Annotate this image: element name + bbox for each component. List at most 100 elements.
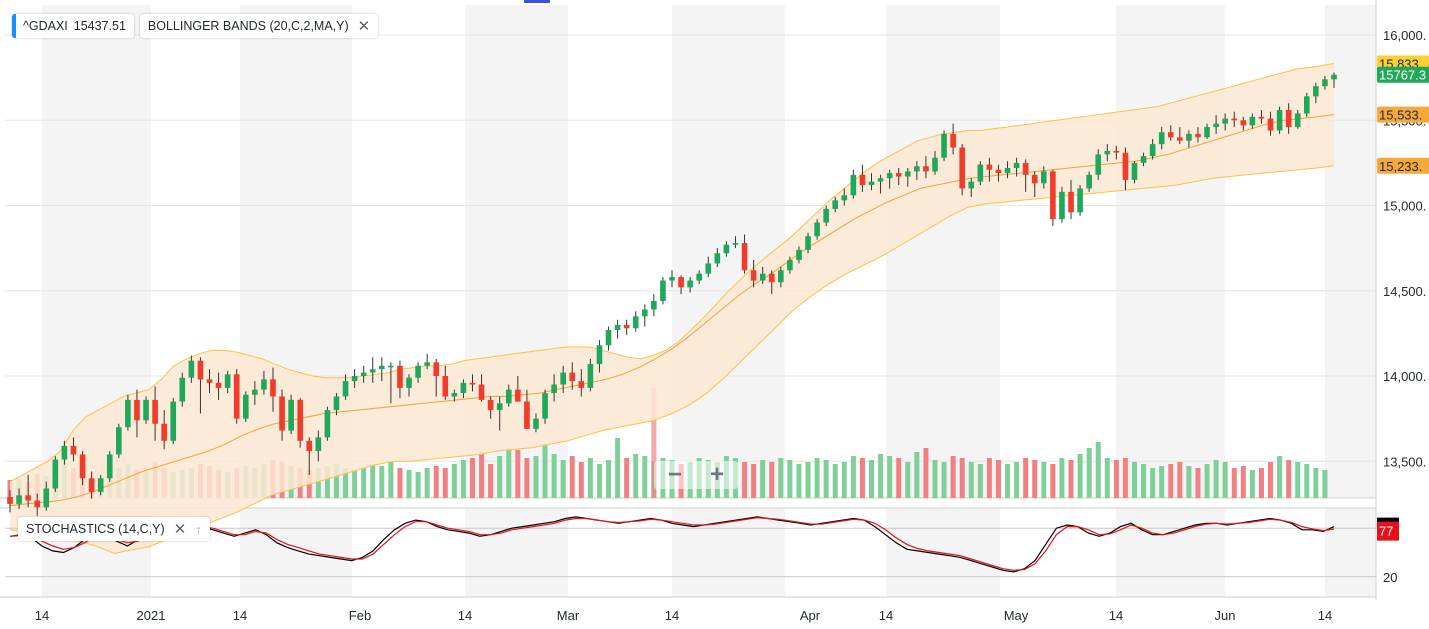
- candle-body: [270, 379, 276, 397]
- volume-bar: [1014, 462, 1020, 498]
- candle-body: [941, 133, 947, 158]
- candle-body: [1177, 137, 1183, 141]
- candle-body: [360, 372, 367, 376]
- volume-bar: [814, 458, 820, 498]
- candle-body: [52, 459, 59, 489]
- volume-bar: [1313, 468, 1319, 498]
- candle-body: [88, 478, 95, 492]
- candle-body: [1285, 110, 1292, 128]
- volume-bar: [1141, 464, 1147, 498]
- stochastics-legend: STOCHASTICS (14,C,Y) ✕ ↑: [18, 516, 216, 542]
- candle-body: [741, 243, 748, 271]
- x-tick-label: Apr: [800, 608, 821, 623]
- candle-body: [79, 454, 86, 479]
- candle-body: [1204, 127, 1210, 138]
- volume-bar: [796, 464, 802, 498]
- candle-body: [61, 445, 68, 460]
- close-icon[interactable]: ✕: [357, 18, 371, 35]
- candle-body: [342, 381, 349, 397]
- volume-bar: [805, 462, 811, 498]
- volume-bar: [542, 444, 548, 498]
- symbol-chip[interactable]: ^GDAXI 15437.51: [12, 14, 134, 38]
- candle-body: [605, 329, 612, 346]
- volume-bar: [1150, 468, 1156, 498]
- candle-body: [1095, 154, 1102, 175]
- zoom-out-button[interactable]: −: [667, 461, 682, 488]
- candle-body: [1158, 132, 1165, 145]
- volume-bar: [1050, 464, 1056, 498]
- candle-body: [823, 208, 829, 223]
- close-icon[interactable]: ✕: [173, 521, 187, 538]
- volume-bar: [315, 468, 321, 498]
- volume-bar: [361, 468, 367, 498]
- bollinger-fill: [10, 63, 1334, 554]
- candle-body: [859, 174, 866, 186]
- volume-bar: [1268, 462, 1274, 498]
- candle-body: [1013, 162, 1020, 168]
- x-tick-label: Feb: [349, 608, 371, 623]
- volume-bar: [1195, 468, 1201, 498]
- indicator-label: BOLLINGER BANDS (20,C,2,MA,Y): [147, 19, 349, 33]
- volume-bar: [1286, 460, 1292, 498]
- candle-body: [43, 488, 50, 508]
- volume-bar: [506, 448, 512, 498]
- volume-bar: [515, 450, 521, 498]
- price-tag-label: 15,233.: [1379, 159, 1422, 174]
- volume-bar: [1095, 442, 1101, 498]
- bollinger-lower: [9, 165, 1335, 554]
- candle-body: [904, 171, 911, 177]
- volume-bar: [560, 460, 566, 498]
- volume-bar: [451, 464, 457, 498]
- indicator-chip[interactable]: BOLLINGER BANDS (20,C,2,MA,Y) ✕: [139, 14, 379, 38]
- shade-band: [465, 508, 568, 597]
- volume-bar: [778, 458, 784, 498]
- volume-bar: [887, 456, 893, 498]
- candle-body: [678, 277, 684, 288]
- volume-bar: [760, 460, 766, 498]
- volume-bar: [968, 462, 974, 498]
- volume-bar: [333, 464, 339, 498]
- volume-bar: [424, 468, 430, 498]
- stoch-tick-label: 20: [1383, 570, 1397, 585]
- arrow-up-icon[interactable]: ↑: [195, 521, 202, 537]
- x-tick-label: 14: [35, 608, 49, 623]
- price-tag: [1377, 157, 1429, 174]
- volume-bar: [1131, 462, 1137, 498]
- main-legend: ^GDAXI 15437.51 BOLLINGER BANDS (20,C,2,…: [12, 13, 384, 39]
- candle-body: [442, 376, 449, 397]
- candle-body: [351, 376, 358, 382]
- volume-bar: [415, 472, 421, 498]
- volume-bar: [751, 464, 757, 498]
- volume-bar: [950, 456, 956, 498]
- candle-body: [1040, 171, 1047, 184]
- candle-body: [805, 236, 811, 250]
- candle-body: [505, 389, 512, 404]
- candle-body: [732, 243, 739, 245]
- candle-body: [242, 394, 249, 419]
- shade-band: [1116, 508, 1225, 597]
- candle-body: [1222, 118, 1228, 124]
- zoom-controls: − +: [654, 461, 738, 489]
- volume-bar: [397, 468, 403, 498]
- stoch-k-line: [9, 516, 1335, 573]
- volume-bar: [1059, 458, 1065, 498]
- candle-body: [551, 384, 557, 394]
- volume-bar: [1186, 466, 1192, 498]
- candle-body: [315, 437, 322, 452]
- zoom-in-button[interactable]: +: [709, 461, 724, 488]
- candle-body: [188, 360, 195, 378]
- candle-body: [914, 166, 920, 172]
- series-color-bar: [12, 14, 16, 38]
- volume-bar: [642, 456, 648, 498]
- stochastics-chip[interactable]: STOCHASTICS (14,C,Y) ✕ ↑: [18, 517, 210, 541]
- volume-bar: [1222, 462, 1228, 498]
- candle-body: [587, 364, 594, 388]
- candle-body: [778, 270, 784, 283]
- candle-body: [533, 418, 539, 429]
- volume-bar: [932, 460, 938, 498]
- volume-bar: [1005, 464, 1011, 498]
- candle-body: [152, 399, 158, 424]
- candle-body: [950, 133, 956, 148]
